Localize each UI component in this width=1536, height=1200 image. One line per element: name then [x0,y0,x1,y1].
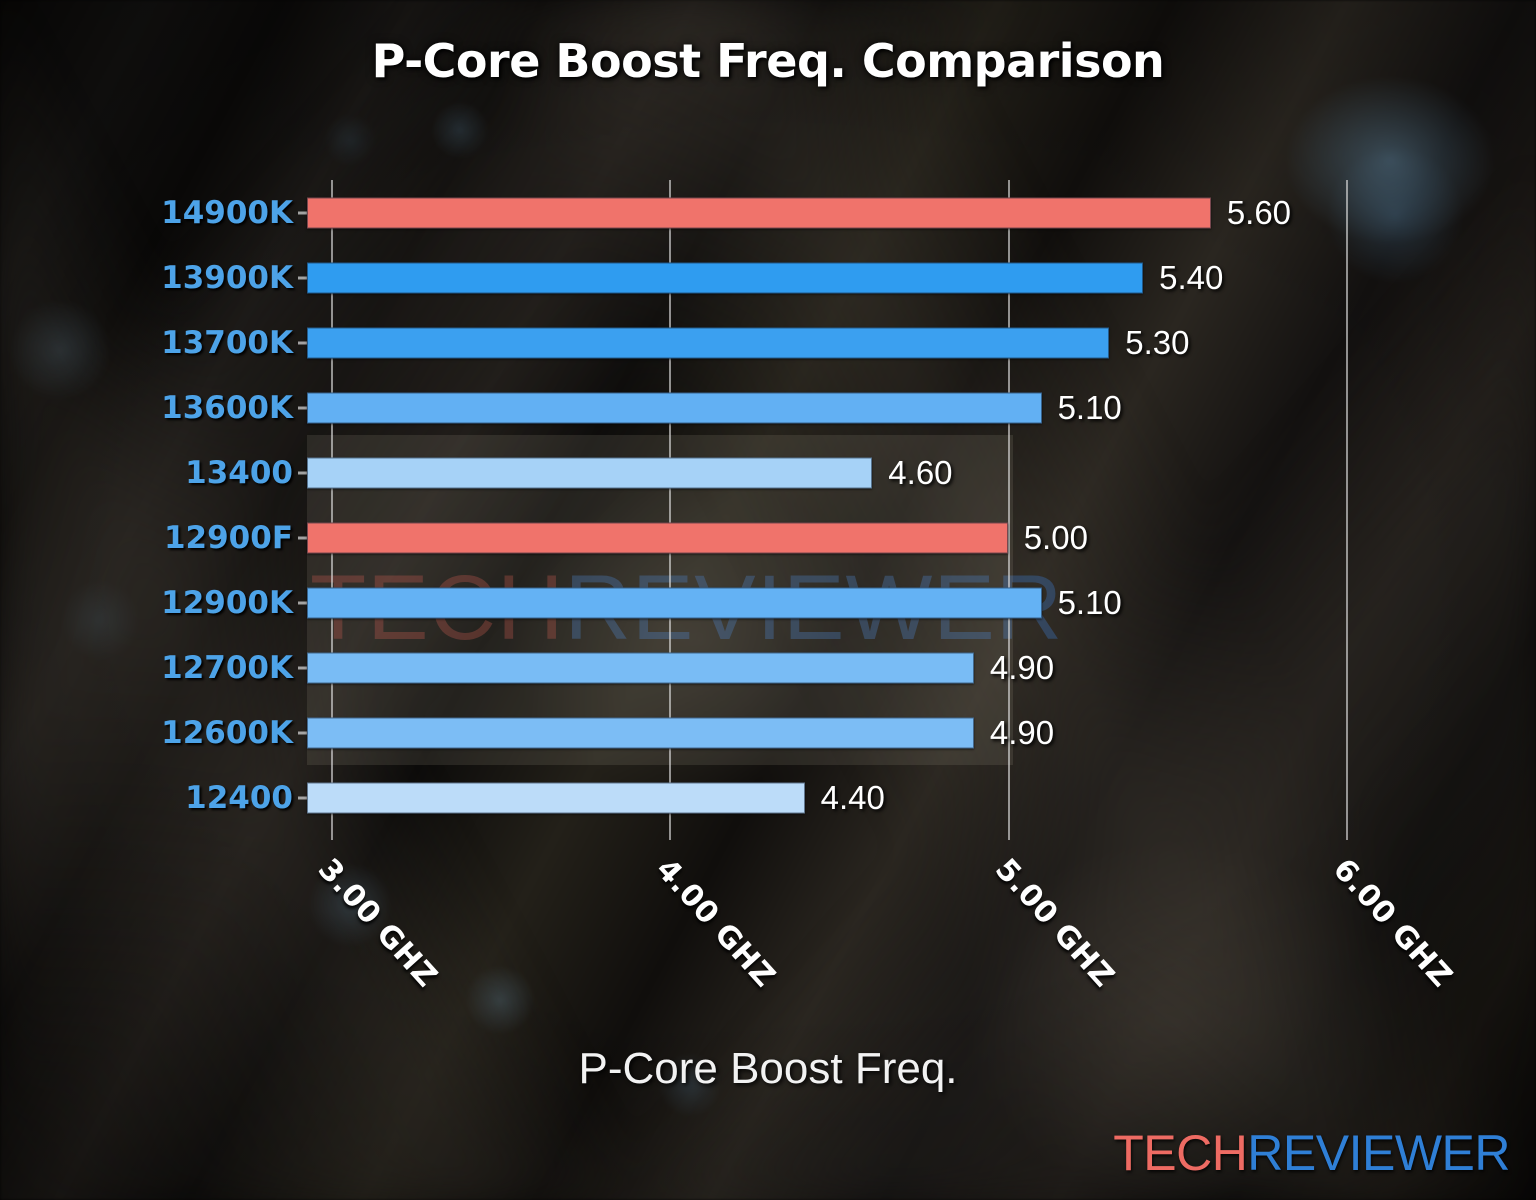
y-axis-category-label: 13700K [161,324,293,361]
bar [307,392,1042,423]
y-axis-category-label: 13600K [161,389,293,426]
gridline [669,180,672,840]
bar-row: 12900K 5.10 [161,570,1397,635]
bar [307,782,805,813]
bar-row: 12400 4.40 [185,765,1397,830]
brand-logo: TECHREVIEWER [1113,1124,1510,1182]
y-axis-category-label: 12700K [161,649,293,686]
y-axis-category-label: 12600K [161,714,293,751]
bar-value-label: 4.40 [820,778,885,816]
y-axis-tick-mark [298,276,307,279]
bar-row: 13400 4.60 [185,440,1397,505]
bar [307,197,1211,228]
bar-row: 13900K 5.40 [161,245,1397,310]
y-axis-tick-mark [298,341,307,344]
brand-logo-reviewer: REVIEWER [1247,1125,1510,1181]
bar-value-label: 5.00 [1023,518,1088,556]
bar-value-label: 4.90 [989,648,1055,686]
bar-row: 12900F 5.00 [164,505,1397,570]
chart-title: P-Core Boost Freq. Comparison [371,34,1165,88]
gridline [1007,180,1010,840]
y-axis-tick-mark [298,471,307,474]
bar-value-label: 4.60 [888,453,953,491]
bar-value-label: 4.90 [989,713,1055,751]
x-axis-title: P-Core Boost Freq. [578,1044,958,1093]
plot-area: 14900K 5.60 13900K 5.40 13700K 5.30 13600K 5.10… [161,180,1397,840]
brand-logo-tech: TECH [1113,1125,1248,1181]
bar-row: 14900K 5.60 [161,180,1397,245]
bar [307,457,873,488]
bar [307,262,1144,293]
y-axis-category-label: 13400 [185,454,293,491]
y-axis-category-label: 12900F [163,519,293,556]
gridline [1346,180,1349,840]
bar-row: 12700K 4.90 [161,635,1397,700]
bar [307,587,1042,618]
bar-value-label: 5.10 [1057,388,1122,426]
gridline [330,180,333,840]
y-axis-category-label: 14900K [161,194,293,231]
bar [307,327,1110,358]
bar [307,652,974,683]
y-axis-category-label: 13900K [161,259,293,296]
bar-value-label: 5.60 [1226,193,1292,231]
y-axis-tick-mark [298,406,307,409]
y-axis-tick-mark [298,211,307,214]
bar-row: 13600K 5.10 [161,375,1397,440]
bar [307,717,974,748]
bar-value-label: 5.30 [1125,323,1190,361]
bar-value-label: 5.10 [1057,583,1122,621]
y-axis-tick-mark [298,666,307,669]
y-axis-tick-mark [298,796,307,799]
bar-row: 12600K 4.90 [161,700,1397,765]
bar-row: 13700K 5.30 [161,310,1397,375]
y-axis-tick-mark [298,601,307,604]
y-axis-tick-mark [298,536,307,539]
bar-value-label: 5.40 [1159,258,1224,296]
y-axis-category-label: 12900K [161,584,293,621]
y-axis-tick-mark [298,731,307,734]
bar [307,522,1008,553]
y-axis-category-label: 12400 [185,779,293,816]
